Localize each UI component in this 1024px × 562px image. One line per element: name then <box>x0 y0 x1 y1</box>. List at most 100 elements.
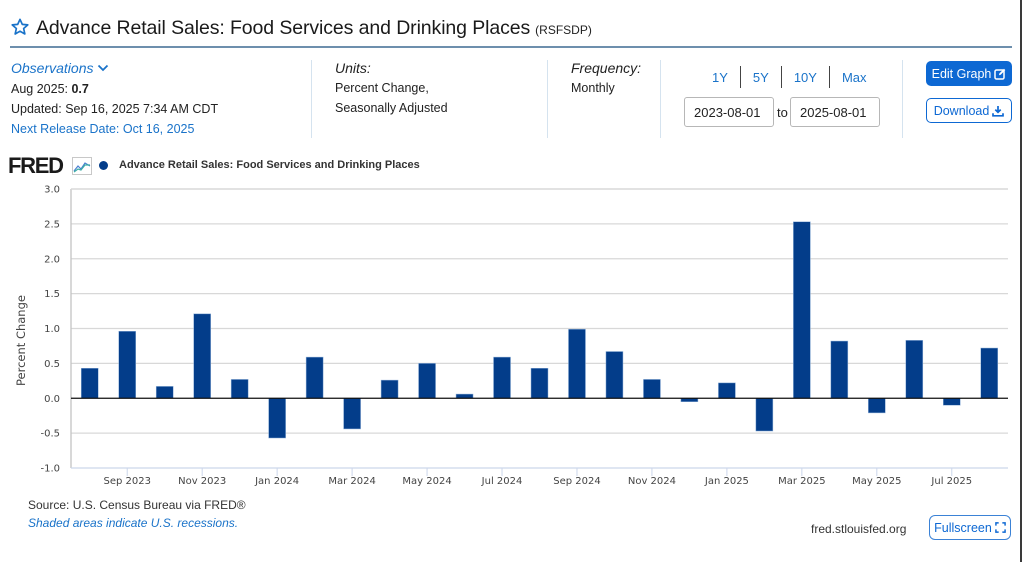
frequency-panel: Frequency: Monthly <box>571 58 641 98</box>
x-tick-label: Sep 2024 <box>553 476 600 487</box>
bar-oct-2024[interactable] <box>605 351 624 399</box>
x-tick-label: Jan 2024 <box>254 476 299 487</box>
bar-sep-2023[interactable] <box>118 331 136 399</box>
latest-value: 0.7 <box>71 82 89 96</box>
units-line-1: Percent Change, <box>335 81 429 95</box>
fullscreen-label: Fullscreen <box>934 520 992 535</box>
chart-legend: Advance Retail Sales: Food Services and … <box>99 159 420 171</box>
bar-sep-2024[interactable] <box>568 328 586 399</box>
bar-apr-2024[interactable] <box>380 379 399 399</box>
bar-may-2024[interactable] <box>418 363 436 399</box>
bars <box>80 221 999 439</box>
bar-feb-2025[interactable] <box>755 398 774 432</box>
x-tick-label: Jul 2025 <box>930 476 972 487</box>
y-tick-label: 0.5 <box>44 359 60 370</box>
y-tick-label: 1.5 <box>44 289 60 300</box>
x-axis-ticks: Sep 2023 Nov 2023 Jan 2024 Mar 2024 May 2024… <box>103 468 972 487</box>
bar-may-2025[interactable] <box>868 398 886 414</box>
x-tick-label: Nov 2024 <box>628 476 676 487</box>
observations-dropdown[interactable]: Observations <box>11 58 109 78</box>
section-divider <box>547 60 548 138</box>
fullscreen-button[interactable]: Fullscreen <box>929 515 1011 540</box>
x-tick-label: Mar 2025 <box>778 476 826 487</box>
end-date-input[interactable] <box>790 97 880 127</box>
units-label: Units: <box>335 60 371 76</box>
bar-nov-2024[interactable] <box>643 379 661 399</box>
bar-jul-2024[interactable] <box>493 356 511 399</box>
frequency-label: Frequency: <box>571 60 642 76</box>
bar-jan-2025[interactable] <box>718 382 736 399</box>
fred-logo: FRED <box>8 153 64 178</box>
axes <box>70 188 1008 469</box>
range-5y-button[interactable]: 5Y <box>752 69 769 85</box>
latest-observation: Aug 2025: 0.7 <box>11 79 218 99</box>
page-title: Advance Retail Sales: Food Services and … <box>36 17 531 39</box>
recession-note-link[interactable]: Shaded areas indicate U.S. recessions. <box>28 516 239 530</box>
edit-icon <box>994 68 1006 80</box>
bar-aug-2024[interactable] <box>530 368 549 399</box>
x-tick-label: May 2025 <box>852 476 901 487</box>
x-tick-label: May 2024 <box>402 476 451 487</box>
y-tick-label: 2.5 <box>44 219 60 230</box>
y-tick-label: 2.0 <box>44 254 60 265</box>
y-tick-label: -1.0 <box>40 464 60 475</box>
date-range-to-label: to <box>777 105 788 120</box>
x-tick-label: Jan 2025 <box>704 476 749 487</box>
series-header: Advance Retail Sales: Food Services and … <box>10 14 592 40</box>
section-divider <box>902 60 903 138</box>
range-selector: 1Y 5Y 10Y Max <box>700 66 879 88</box>
bar-feb-2024[interactable] <box>305 356 324 399</box>
download-button[interactable]: Download <box>926 98 1012 123</box>
bar-apr-2025[interactable] <box>830 340 849 399</box>
bar-jul-2025[interactable] <box>943 398 961 406</box>
x-tick-label: Mar 2024 <box>328 476 376 487</box>
site-url: fred.stlouisfed.org <box>811 522 907 536</box>
units-line-2: Seasonally Adjusted <box>335 101 448 115</box>
frequency-value: Monthly <box>571 81 615 95</box>
bar-nov-2023[interactable] <box>193 313 211 399</box>
source-note: Source: U.S. Census Bureau via FRED® <box>28 498 246 512</box>
bar-mar-2024[interactable] <box>343 398 361 430</box>
edit-graph-label: Edit Graph <box>931 66 992 81</box>
range-1y-button[interactable]: 1Y <box>712 69 728 85</box>
bar-oct-2023[interactable] <box>155 386 174 399</box>
star-outline-icon[interactable] <box>10 17 30 37</box>
edit-graph-button[interactable]: Edit Graph <box>926 61 1012 86</box>
y-axis-ticks: 3.0 2.5 2.0 1.5 1.0 0.5 0.0 -0.5 -1.0 <box>40 185 60 475</box>
bar-aug-2025[interactable] <box>980 347 999 399</box>
download-icon <box>992 105 1005 117</box>
observations-panel: Observations Aug 2025: 0.7 Updated: Sep … <box>11 58 218 139</box>
y-tick-label: 0.0 <box>44 394 60 405</box>
range-max-button[interactable]: Max <box>841 69 867 85</box>
section-divider <box>660 60 661 138</box>
range-separator <box>780 66 782 88</box>
chevron-down-icon <box>98 64 109 72</box>
bar-mar-2025[interactable] <box>793 221 811 399</box>
fred-chart-icon <box>72 157 92 175</box>
range-separator <box>739 66 741 88</box>
bar-jan-2024[interactable] <box>268 398 286 439</box>
y-tick-label: 1.0 <box>44 324 60 335</box>
bar-aug-2023[interactable] <box>80 368 99 399</box>
observations-label: Observations <box>11 60 94 76</box>
section-divider <box>311 60 312 138</box>
next-release-link[interactable]: Next Release Date: Oct 16, 2025 <box>11 122 195 136</box>
legend-label: Advance Retail Sales: Food Services and … <box>119 159 420 171</box>
fullscreen-icon <box>995 522 1006 533</box>
header-divider <box>10 46 1012 48</box>
bar-dec-2023[interactable] <box>230 379 249 399</box>
bar-jun-2025[interactable] <box>905 340 924 399</box>
updated-timestamp: Updated: Sep 16, 2025 7:34 AM CDT <box>11 102 219 116</box>
x-tick-label: Nov 2023 <box>178 476 226 487</box>
bar-chart: 3.0 2.5 2.0 1.5 1.0 0.5 0.0 -0.5 -1.0 Sep 2023 No… <box>14 185 1008 487</box>
y-axis-label: Percent Change <box>14 295 28 386</box>
range-10y-button[interactable]: 10Y <box>793 69 817 85</box>
y-tick-label: 3.0 <box>44 185 60 196</box>
legend-marker <box>99 160 108 170</box>
start-date-input[interactable] <box>684 97 774 127</box>
x-tick-label: Sep 2023 <box>103 476 150 487</box>
download-label: Download <box>933 103 990 118</box>
units-panel: Units: Percent Change, Seasonally Adjust… <box>335 58 448 118</box>
window-edge <box>1020 0 1022 562</box>
x-tick-label: Jul 2024 <box>481 476 523 487</box>
